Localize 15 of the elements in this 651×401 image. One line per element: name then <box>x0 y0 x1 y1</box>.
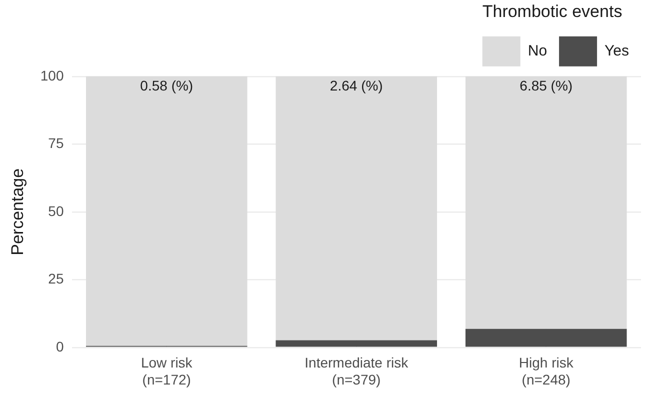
legend-label: No <box>528 42 548 60</box>
y-tick-label: 25 <box>48 270 64 287</box>
y-axis-title: Percentage <box>8 168 27 256</box>
y-tick-label: 100 <box>40 67 64 84</box>
legend-label: Yes <box>604 42 630 60</box>
y-tick-label: 50 <box>48 202 64 219</box>
annotation: 2.64 (%) <box>330 77 383 94</box>
legend-title: Thrombotic events <box>482 2 622 22</box>
x-tick-label: High risk (n=248) <box>518 354 574 388</box>
annotation: 0.58 (%) <box>140 77 194 94</box>
x-tick-label: Low risk (n=172) <box>140 354 194 388</box>
x-tick-label: Intermediate risk (n=379) <box>304 354 410 388</box>
y-tick-label: 0 <box>56 338 64 354</box>
y-tick-label: 75 <box>48 135 64 152</box>
annotation: 6.85 (%) <box>520 77 573 94</box>
